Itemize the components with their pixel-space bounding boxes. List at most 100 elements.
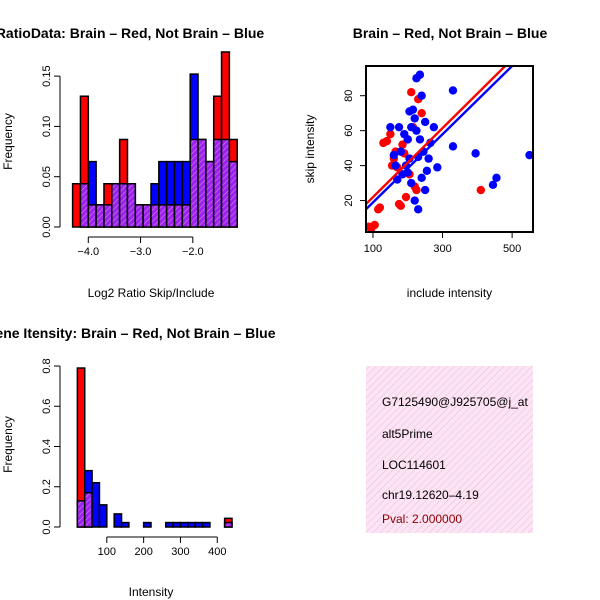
intensity-bar-not-brain bbox=[179, 521, 189, 528]
scatter-point-brain bbox=[476, 185, 486, 195]
ratio-x-tick-label: −2.0 bbox=[182, 246, 204, 258]
scatter-point-not-brain bbox=[492, 173, 501, 183]
intensity-bar-not-brain bbox=[201, 521, 211, 528]
ratio-bar-overlap bbox=[189, 138, 199, 228]
scatter-point-not-brain bbox=[420, 117, 430, 127]
ratio-bar-overlap bbox=[165, 204, 176, 228]
intensity-bar-not-brain bbox=[98, 504, 108, 528]
ratio-y-tick-label: 0.10 bbox=[41, 116, 53, 137]
scatter-point-not-brain bbox=[448, 86, 458, 95]
scatter-point-not-brain bbox=[394, 122, 404, 132]
scatter-fit-line-not-brain bbox=[366, 66, 513, 211]
ratio-bar-overlap bbox=[181, 204, 191, 228]
ratio-bar-overlap bbox=[118, 182, 129, 228]
scatter-point-brain bbox=[396, 201, 405, 210]
scatter-point-not-brain bbox=[410, 114, 419, 123]
ratio-chart: RatioData: Brain – Red, Not Brain – Blue… bbox=[0, 25, 264, 300]
scatter-y-tick-label: 60 bbox=[343, 125, 355, 137]
intensity-bar-overlap bbox=[83, 492, 93, 528]
scatter-point-not-brain bbox=[405, 154, 414, 163]
scatter-point-not-brain bbox=[386, 122, 395, 132]
scatter-x-tick-label: 300 bbox=[433, 243, 451, 255]
intensity-bar-not-brain bbox=[91, 481, 101, 528]
ratio-bar-overlap bbox=[212, 138, 223, 228]
scatter-y-label: skip intensity bbox=[303, 115, 317, 184]
scatter-point-brain bbox=[412, 185, 421, 195]
ratio-bar-overlap bbox=[228, 160, 238, 228]
scatter-point-not-brain bbox=[410, 196, 419, 205]
intensity-y-label: Frequency bbox=[1, 416, 15, 473]
intensity-chart: Gene Itensity: Brain – Red, Not Brain – … bbox=[0, 325, 276, 599]
ratio-y-tick-label: 0.05 bbox=[41, 166, 53, 187]
pval-text: Pval: 2.000000 bbox=[382, 512, 462, 526]
ratio-bar-brain bbox=[71, 182, 82, 228]
scatter-point-not-brain bbox=[422, 166, 432, 176]
ratio-y-tick-label: 0.00 bbox=[41, 216, 53, 237]
intensity-x-tick-label: 200 bbox=[134, 546, 152, 558]
scatter-point-not-brain bbox=[417, 173, 426, 183]
scatter-y-tick-label: 40 bbox=[343, 159, 355, 171]
scatter-x-label: include intensity bbox=[407, 286, 492, 300]
scatter-point-not-brain bbox=[396, 147, 405, 156]
scatter-point-not-brain bbox=[525, 150, 533, 160]
scatter-point-brain bbox=[375, 203, 385, 212]
scatter-fit-line-brain bbox=[366, 66, 507, 205]
info-line-2: alt5Prime bbox=[382, 427, 433, 441]
scatter-point-brain bbox=[417, 108, 426, 118]
scatter-x-tick-label: 100 bbox=[364, 243, 382, 255]
scatter-point-not-brain bbox=[424, 154, 433, 163]
intensity-bar-not-brain bbox=[164, 521, 174, 528]
intensity-title: Gene Itensity: Brain – Red, Not Brain – … bbox=[0, 325, 276, 341]
intensity-bar-not-brain bbox=[194, 521, 204, 528]
ratio-bar-overlap bbox=[111, 182, 121, 228]
intensity-y-tick-label: 0.4 bbox=[41, 439, 53, 454]
intensity-bar-not-brain bbox=[120, 521, 130, 528]
intensity-x-tick-label: 100 bbox=[98, 546, 116, 558]
scatter-point-not-brain bbox=[433, 163, 442, 172]
intensity-y-tick-label: 0.2 bbox=[41, 479, 53, 494]
scatter-y-tick-label: 20 bbox=[343, 194, 355, 206]
ratio-bar-overlap bbox=[173, 204, 184, 228]
scatter-point-not-brain bbox=[417, 91, 426, 100]
scatter-plot-area bbox=[366, 66, 533, 232]
scatter-point-not-brain bbox=[415, 135, 425, 144]
ratio-bar-overlap bbox=[150, 204, 160, 228]
intensity-y-tick-label: 0.8 bbox=[41, 358, 53, 373]
scatter-frame bbox=[365, 65, 534, 233]
intensity-y-tick-label: 0.6 bbox=[41, 399, 53, 414]
intensity-bar-overlap bbox=[76, 500, 86, 528]
scatter-point-not-brain bbox=[407, 178, 416, 188]
ratio-bar-overlap bbox=[79, 182, 90, 228]
info-line-3: LOC114601 bbox=[382, 458, 446, 472]
intensity-bar-overlap bbox=[223, 521, 233, 528]
ratio-bar-overlap bbox=[205, 160, 215, 228]
scatter-point-not-brain bbox=[420, 185, 430, 195]
intensity-x-label: Intensity bbox=[129, 585, 174, 599]
info-line-4: chr19.12620–4.19 bbox=[382, 488, 479, 502]
ratio-x-label: Log2 Ratio Skip/Include bbox=[88, 286, 215, 300]
scatter-x-tick-label: 500 bbox=[503, 243, 521, 255]
scatter-point-not-brain bbox=[391, 161, 400, 170]
info-line-1: G7125490@J925705@j_at bbox=[382, 395, 528, 409]
scatter-point-brain bbox=[382, 136, 392, 146]
scatter-title: Brain – Red, Not Brain – Blue bbox=[353, 25, 548, 41]
scatter-point-brain bbox=[386, 129, 395, 139]
info-panel: G7125490@J925705@j_at alt5Prime LOC114601 c… bbox=[366, 366, 533, 533]
ratio-y-tick-label: 0.15 bbox=[41, 65, 53, 86]
intensity-bar-not-brain bbox=[113, 513, 123, 528]
scatter-point-not-brain bbox=[403, 135, 412, 144]
scatter-point-not-brain bbox=[413, 205, 423, 214]
scatter-point-brain bbox=[407, 88, 416, 97]
scatter-point-not-brain bbox=[488, 180, 498, 190]
ratio-bar-overlap bbox=[126, 182, 137, 228]
ratio-bar-overlap bbox=[197, 138, 207, 228]
scatter-point-not-brain bbox=[448, 142, 458, 151]
ratio-bar-overlap bbox=[103, 204, 113, 228]
info-panel-background bbox=[366, 366, 533, 533]
ratio-bar-overlap bbox=[87, 204, 97, 228]
intensity-bar-not-brain bbox=[187, 521, 196, 528]
scatter-point-not-brain bbox=[412, 126, 421, 135]
intensity-y-tick-label: 0.0 bbox=[41, 519, 53, 534]
scatter-point-brain bbox=[370, 220, 379, 230]
